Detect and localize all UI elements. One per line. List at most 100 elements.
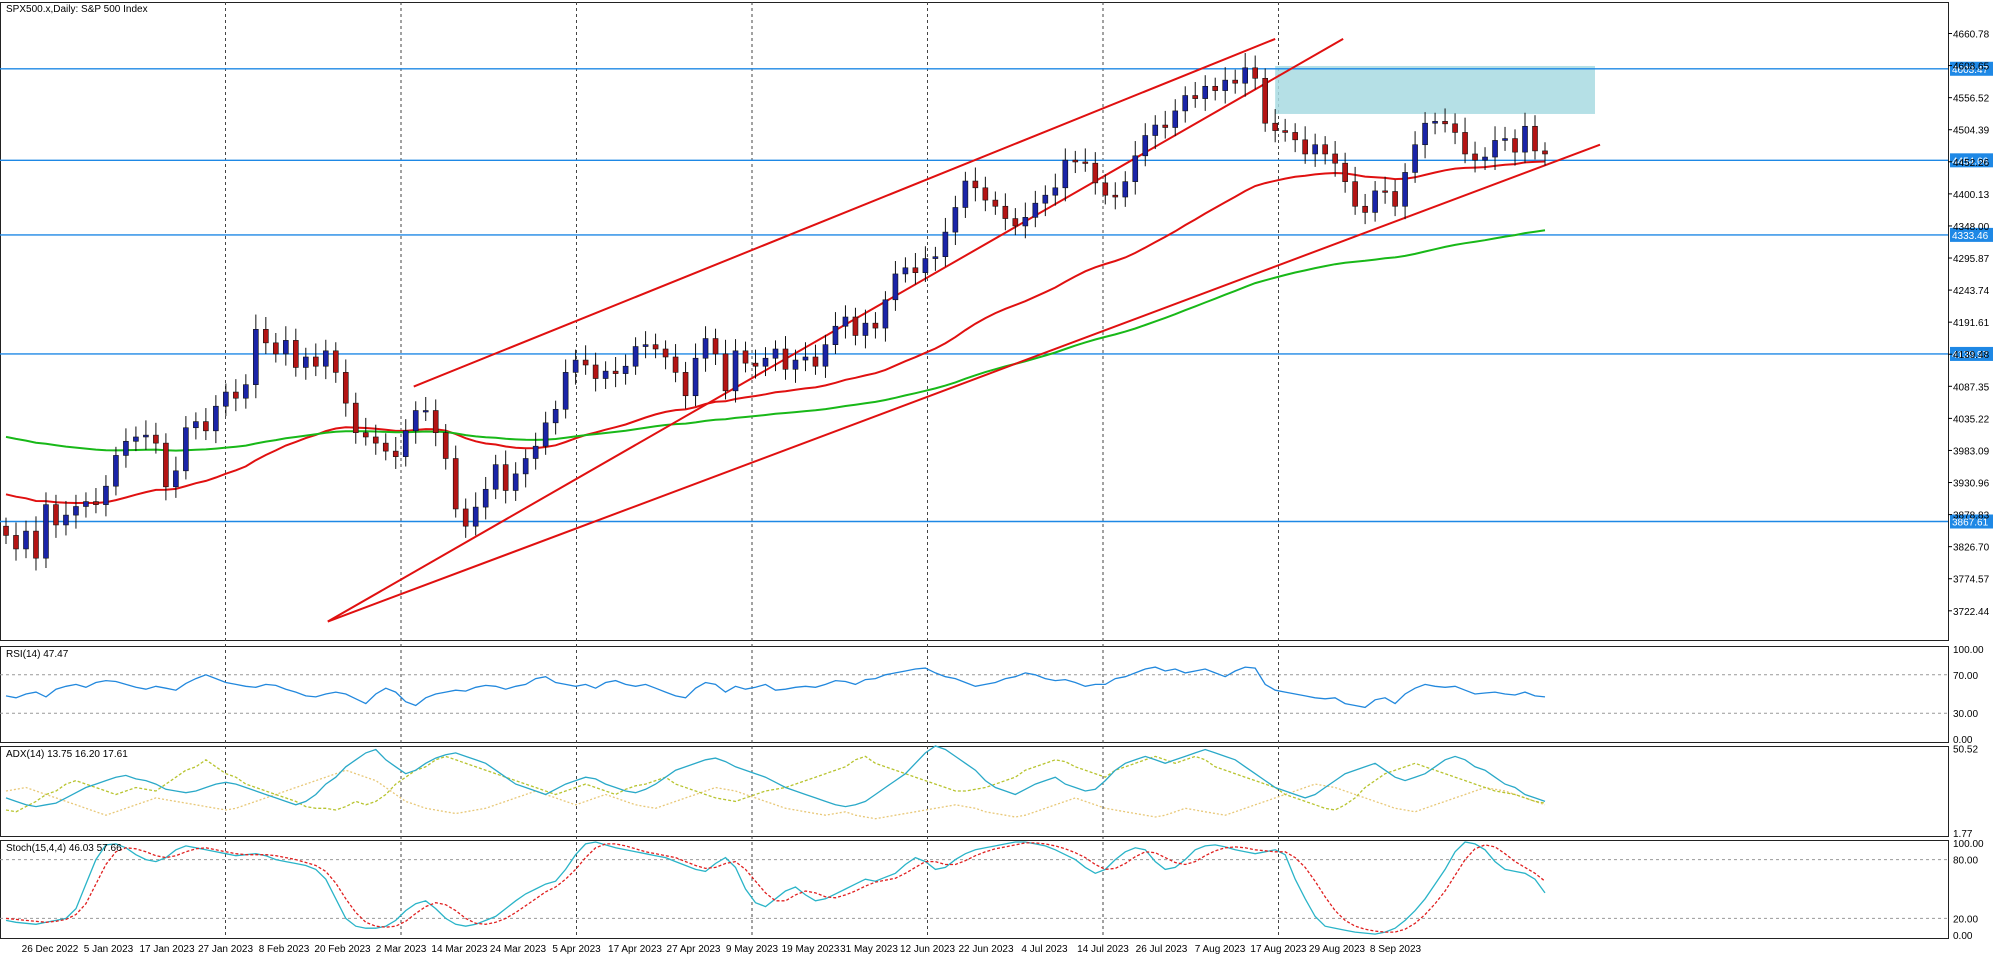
price-tick-label: 4452.26 <box>1953 158 1990 169</box>
candle-up <box>113 455 119 487</box>
indicator-tick-label: 80.00 <box>1953 856 1978 867</box>
candle-up <box>1422 122 1428 146</box>
candle-up <box>243 384 249 399</box>
candle-up <box>522 458 529 475</box>
candle-down <box>362 432 369 438</box>
candle-down <box>1532 125 1538 152</box>
candle-up <box>832 325 839 345</box>
date-label: 27 Jan 2023 <box>198 944 253 955</box>
candle-up <box>303 356 309 368</box>
candle-down <box>852 316 859 336</box>
candle-up <box>1142 135 1149 157</box>
candle-up <box>532 445 539 459</box>
candle-up <box>902 267 909 275</box>
indicator-tick-label: 1.77 <box>1953 829 1973 840</box>
panel-frames <box>0 2 1949 939</box>
candle-down <box>1392 191 1398 207</box>
level-tag <box>1950 227 1993 242</box>
candle-down <box>652 344 659 350</box>
candle-down <box>742 350 749 364</box>
resistance-zone <box>1275 65 1595 114</box>
price-tick-label: 3722.44 <box>1953 607 1990 618</box>
date-label: 17 Jan 2023 <box>139 944 194 955</box>
candle-up <box>802 356 809 361</box>
candle-down <box>1542 150 1548 155</box>
date-label: 24 Mar 2023 <box>490 944 547 955</box>
candle-up <box>962 180 969 208</box>
horizontal-levels[interactable]: 4603.47 4454.66 4333.46 4139.97 3867.61 <box>0 61 1993 529</box>
candle-up <box>193 421 199 429</box>
candle-up <box>1022 217 1029 227</box>
price-tick-label: 4139.48 <box>1953 350 1990 361</box>
candle-up <box>1482 156 1488 161</box>
candle-up <box>1402 172 1408 207</box>
date-label: 14 Mar 2023 <box>431 944 488 955</box>
rsi-line <box>5 666 1546 709</box>
candle-down <box>452 458 459 510</box>
candle-down <box>1082 161 1089 164</box>
candle-down <box>342 372 349 404</box>
candle-up <box>173 470 179 488</box>
indicator-tick-label: 100.00 <box>1953 839 1984 850</box>
candle-up <box>562 372 569 410</box>
price-tick-label: 3826.70 <box>1953 543 1990 554</box>
date-label: 5 Apr 2023 <box>552 944 601 955</box>
indicator-tick-label: 30.00 <box>1953 709 1978 720</box>
candle-up <box>482 488 489 508</box>
candle-up <box>73 506 79 516</box>
candle-down <box>1442 121 1448 125</box>
price-tick-label: 4556.52 <box>1953 94 1990 105</box>
candle-up <box>952 207 959 233</box>
candle-down <box>1452 123 1458 133</box>
candle-up <box>1172 110 1179 128</box>
price-tick-label: 3774.57 <box>1953 575 1990 586</box>
candle-up <box>1522 125 1528 153</box>
candle-down <box>1292 132 1298 141</box>
candles <box>3 53 1548 571</box>
candle-down <box>273 342 279 355</box>
adx-di-plus-line <box>5 755 1546 813</box>
indicator-tick-label: 70.00 <box>1953 671 1978 682</box>
candle-down <box>352 402 359 433</box>
candle-down <box>233 391 239 399</box>
date-label: 22 Jun 2023 <box>958 944 1013 955</box>
symbol-label: SPX500.x,Daily: S&P 500 Index <box>6 4 148 15</box>
date-label: 17 Apr 2023 <box>608 944 662 955</box>
candle-down <box>93 501 99 505</box>
adx-label: ADX(14) 13.75 16.20 17.61 <box>6 749 128 760</box>
candle-down <box>1102 182 1109 196</box>
price-tick-label: 4295.87 <box>1953 254 1990 265</box>
candle-down <box>1072 159 1079 163</box>
candle-up <box>103 485 109 505</box>
candle-down <box>293 340 299 368</box>
date-label: 2 Mar 2023 <box>376 944 427 955</box>
price-tick-label: 4087.35 <box>1953 382 1990 393</box>
level-tag-label: 4333.46 <box>1952 231 1989 242</box>
price-tick-label: 4243.74 <box>1953 286 1990 297</box>
candle-down <box>722 353 729 392</box>
indicator-tick-label: 100.00 <box>1953 645 1984 656</box>
price-tick-label: 4608.65 <box>1953 62 1990 73</box>
candle-up <box>322 350 329 367</box>
candle-down <box>1012 218 1019 227</box>
price-tick-label: 4191.61 <box>1953 318 1990 329</box>
date-label: 7 Aug 2023 <box>1195 944 1246 955</box>
candle-up <box>1122 181 1129 198</box>
candle-down <box>462 508 469 527</box>
candle-down <box>1212 85 1219 91</box>
grid-lines <box>225 2 1279 938</box>
candle-up <box>43 504 49 559</box>
candle-down <box>263 329 269 344</box>
stoch-d-line <box>5 842 1546 933</box>
candle-up <box>1032 202 1039 218</box>
candle-down <box>712 338 719 355</box>
candle-up <box>1372 190 1378 213</box>
candle-up <box>472 506 479 527</box>
candle-down <box>163 442 169 488</box>
candle-up <box>143 434 149 438</box>
candle-up <box>23 530 29 550</box>
candle-up <box>792 359 799 370</box>
candle-down <box>1512 138 1518 153</box>
